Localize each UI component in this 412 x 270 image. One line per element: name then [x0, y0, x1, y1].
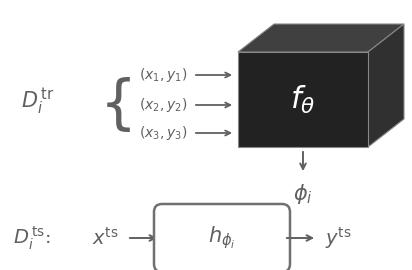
Text: $D_i^{\,\mathrm{ts}}$:: $D_i^{\,\mathrm{ts}}$: [13, 224, 51, 252]
Text: $f_{\theta}$: $f_{\theta}$ [290, 83, 316, 116]
Text: $(x_1,y_1)$: $(x_1,y_1)$ [139, 66, 187, 84]
Polygon shape [238, 24, 404, 52]
Text: $h_{\phi_i}$: $h_{\phi_i}$ [208, 225, 236, 251]
Text: $\{$: $\{$ [99, 76, 131, 134]
Text: $y^{\mathrm{ts}}$: $y^{\mathrm{ts}}$ [325, 225, 351, 251]
Text: $D_i^{\,\mathrm{tr}}$: $D_i^{\,\mathrm{tr}}$ [21, 87, 55, 117]
Text: $\phi_i$: $\phi_i$ [293, 182, 313, 206]
Text: $(x_2,y_2)$: $(x_2,y_2)$ [139, 96, 187, 114]
FancyBboxPatch shape [154, 204, 290, 270]
Text: $(x_3,y_3)$: $(x_3,y_3)$ [139, 124, 187, 142]
Polygon shape [238, 52, 368, 147]
Polygon shape [368, 24, 404, 147]
Text: $x^{\mathrm{ts}}$: $x^{\mathrm{ts}}$ [91, 227, 118, 249]
